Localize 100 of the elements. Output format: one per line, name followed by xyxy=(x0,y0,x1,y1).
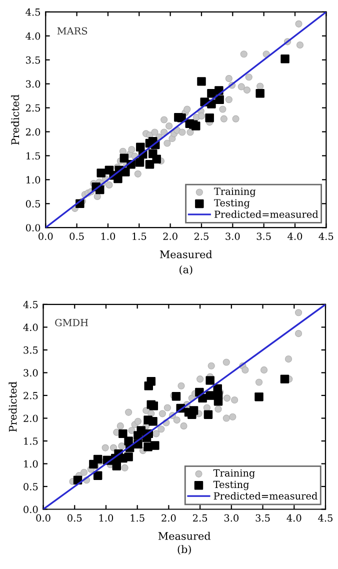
point xyxy=(110,444,118,452)
y-axis-title: Predicted xyxy=(11,94,20,145)
y-tick-label: 3.5 xyxy=(24,346,38,354)
point xyxy=(225,75,232,82)
point xyxy=(220,115,228,122)
point xyxy=(198,112,206,120)
x-axis-title: Measured xyxy=(160,250,212,258)
point xyxy=(197,77,206,86)
point xyxy=(294,309,302,316)
x-tick-label: 4.0 xyxy=(288,232,302,240)
y-tick-label: 4.0 xyxy=(26,32,40,40)
point xyxy=(152,154,161,164)
x-tick-label: 2.0 xyxy=(162,514,176,522)
point xyxy=(149,402,158,410)
point xyxy=(215,95,224,104)
point xyxy=(260,366,268,374)
point xyxy=(207,89,216,98)
point xyxy=(214,406,222,413)
point xyxy=(128,426,136,434)
point xyxy=(231,396,238,404)
point xyxy=(173,416,180,424)
point xyxy=(106,181,113,188)
point xyxy=(166,122,173,130)
point xyxy=(225,96,232,104)
point xyxy=(118,429,128,438)
point xyxy=(177,113,186,122)
y-tick-label: 2.0 xyxy=(26,128,40,136)
point xyxy=(93,471,102,480)
point xyxy=(80,468,88,476)
point xyxy=(124,452,133,462)
point xyxy=(112,462,122,470)
point xyxy=(158,426,165,433)
legend-label: Predicted=measured xyxy=(214,492,318,500)
point xyxy=(205,113,214,122)
point xyxy=(240,50,248,58)
point xyxy=(172,392,181,401)
point xyxy=(243,86,251,94)
y-tick-label: 1.0 xyxy=(24,460,38,468)
x-tick-label: 1.0 xyxy=(99,514,114,522)
x-tick-label: 4.5 xyxy=(318,232,334,240)
legend-label: Predicted=measured xyxy=(214,210,318,218)
point xyxy=(186,128,194,136)
point xyxy=(219,106,226,113)
point xyxy=(189,406,198,415)
point xyxy=(136,426,146,435)
y-tick-label: 0.5 xyxy=(24,482,38,490)
x-tick-label: 3.0 xyxy=(224,514,239,522)
legend-label: Training xyxy=(213,469,255,479)
point xyxy=(184,106,191,113)
point xyxy=(296,41,304,49)
y-tick-label: 1.5 xyxy=(24,437,38,445)
point xyxy=(150,441,160,450)
point xyxy=(223,394,231,402)
x-tick-label: 1.5 xyxy=(130,514,144,522)
point xyxy=(214,397,223,406)
point xyxy=(256,82,264,90)
y-tick-label: 1.5 xyxy=(26,152,40,160)
point xyxy=(245,74,252,81)
point xyxy=(134,418,142,425)
x-tick-label: 3.0 xyxy=(226,232,240,240)
text: (a) xyxy=(180,265,192,275)
y-tick-label: 0.0 xyxy=(24,506,38,514)
point xyxy=(158,410,166,418)
point xyxy=(206,391,214,400)
point xyxy=(116,422,124,430)
y-tick-label: 2.0 xyxy=(24,414,38,422)
y-tick-label: 2.5 xyxy=(26,104,40,112)
x-tick-label: 0.5 xyxy=(70,232,84,240)
point xyxy=(120,154,129,162)
x-tick-label: 4.0 xyxy=(286,514,302,522)
point xyxy=(242,366,249,374)
point xyxy=(206,376,214,385)
point xyxy=(284,356,292,363)
x-tick-label: 1.5 xyxy=(132,232,146,240)
point xyxy=(151,128,158,136)
x-tick-label: 0.0 xyxy=(38,232,53,240)
y-tick-label: 4.0 xyxy=(23,324,38,332)
point xyxy=(178,128,186,136)
point xyxy=(94,192,101,200)
point xyxy=(178,382,185,390)
x-tick-label: 0.5 xyxy=(68,514,82,522)
point xyxy=(121,464,128,472)
point xyxy=(280,54,290,64)
point xyxy=(146,376,156,386)
legend-label: Testing xyxy=(213,480,250,490)
y-tick-label: 2.5 xyxy=(24,392,38,400)
point xyxy=(128,146,136,154)
x-tick-label: 0.0 xyxy=(36,514,50,522)
annotation: GMDH xyxy=(55,318,88,326)
point xyxy=(196,376,204,383)
point xyxy=(254,392,264,402)
point xyxy=(164,404,171,412)
annotation: MARS xyxy=(57,27,88,35)
point xyxy=(204,410,213,419)
point xyxy=(118,442,126,450)
point xyxy=(114,174,122,184)
point xyxy=(180,422,188,430)
point xyxy=(148,417,158,426)
point xyxy=(96,168,106,178)
point xyxy=(295,20,302,28)
